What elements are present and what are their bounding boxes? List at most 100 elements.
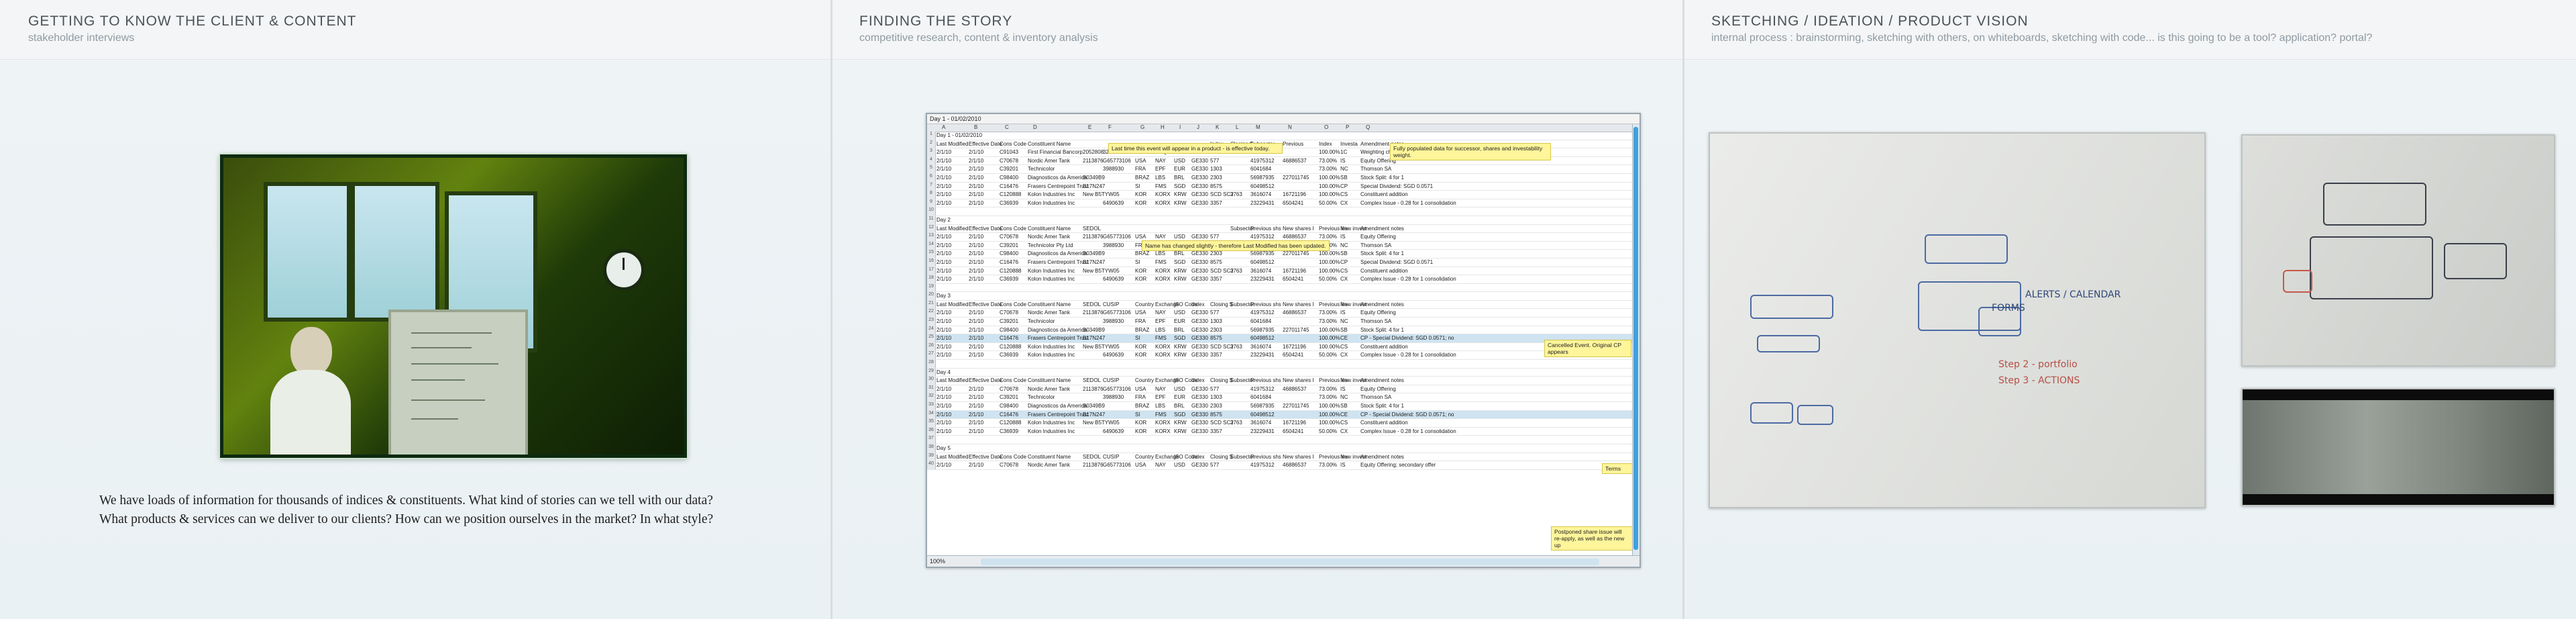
spreadsheet-row[interactable]: 27 2/1/10 2/1/10 C36939 Kolon Industries Inc… [927, 351, 1633, 361]
spreadsheet-cell[interactable]: Constituent addition [1360, 420, 1408, 426]
spreadsheet-cell[interactable]: SB [1340, 250, 1348, 257]
column-letter[interactable]: H [1161, 124, 1165, 130]
spreadsheet-cell[interactable]: BRL [1174, 403, 1185, 409]
spreadsheet-cell[interactable]: 73.00% [1319, 318, 1338, 325]
spreadsheet-cell[interactable]: 577 [1210, 157, 1220, 164]
spreadsheet-cell[interactable]: GE330 [1191, 326, 1208, 333]
spreadsheet-cell[interactable]: BRL [1174, 174, 1185, 181]
spreadsheet-cell[interactable]: GE330 [1191, 310, 1208, 316]
spreadsheet-cell[interactable]: 3357 [1210, 276, 1222, 283]
spreadsheet-cell[interactable]: G65773106 [1103, 310, 1131, 316]
spreadsheet-cell[interactable]: 2/1/10 [936, 242, 952, 248]
spreadsheet-cell[interactable]: Frasers Centrepoint Trust [1028, 335, 1089, 342]
spreadsheet-cell[interactable]: Kolon Industries Inc [1028, 343, 1075, 350]
spreadsheet-cell[interactable]: CP - Special Dividend: SGD 0.0571; no [1360, 335, 1454, 342]
spreadsheet-cell[interactable]: 2/1/10 [969, 149, 984, 156]
spreadsheet-cell[interactable]: Effective Date [969, 140, 1002, 147]
spreadsheet-cell[interactable]: Complex Issue - 0.28 for 1 consolidation [1360, 199, 1456, 206]
spreadsheet-cell[interactable]: C70678 [1000, 385, 1019, 392]
spreadsheet-cell[interactable]: Kolon Industries Inc [1028, 199, 1075, 206]
spreadsheet-cell[interactable]: GE330 [1191, 276, 1208, 283]
spreadsheet-cell[interactable]: 3763 [1230, 420, 1242, 426]
spreadsheet-cell[interactable]: 41975312 [1250, 234, 1275, 240]
spreadsheet-cell[interactable]: Previous inv [1319, 225, 1348, 232]
spreadsheet-row[interactable]: 31 2/1/10 2/1/10 C70678 Nordic Amer Tank 2113… [927, 385, 1633, 394]
spreadsheet-cell[interactable]: 2/1/10 [969, 420, 984, 426]
spreadsheet-cell[interactable]: Constituent Name [1028, 225, 1071, 232]
spreadsheet-row[interactable]: 35 2/1/10 2/1/10 C120888 Kolon Industries In… [927, 419, 1633, 428]
spreadsheet-cell[interactable]: Previous shs [1250, 377, 1281, 384]
spreadsheet-cell[interactable]: 2/1/10 [969, 199, 984, 206]
spreadsheet-cell[interactable]: CS [1340, 267, 1348, 274]
spreadsheet-row[interactable]: 22 2/1/10 2/1/10 C70678 Nordic Amer Tank 2113… [927, 309, 1633, 318]
spreadsheet-cell[interactable]: Last Modified [936, 140, 969, 147]
spreadsheet-cell[interactable]: B0349B9 [1083, 250, 1105, 257]
spreadsheet-cell[interactable]: 577 [1210, 385, 1220, 392]
spreadsheet-cell[interactable]: Technicolor [1028, 166, 1055, 173]
column-letter[interactable]: E [1088, 124, 1092, 130]
spreadsheet-cell[interactable]: 46886537 [1283, 234, 1307, 240]
spreadsheet-cell[interactable]: B0349B9 [1083, 174, 1105, 181]
spreadsheet-cell[interactable]: BRAZ [1135, 174, 1150, 181]
spreadsheet-cell[interactable]: C39201 [1000, 242, 1019, 248]
spreadsheet-cell[interactable]: SGD [1174, 183, 1186, 189]
horizontal-scrollbar[interactable] [981, 559, 1599, 565]
spreadsheet-row[interactable]: 8 2/1/10 2/1/10 C120888 Kolon Industries Inc… [927, 191, 1633, 199]
spreadsheet-cell[interactable]: GE330 [1191, 258, 1208, 265]
spreadsheet-cell[interactable]: Kolon Industries Inc [1028, 428, 1075, 434]
spreadsheet-cell[interactable]: 2/1/10 [936, 166, 952, 173]
spreadsheet-cell[interactable]: 73.00% [1319, 310, 1338, 316]
spreadsheet-cell[interactable]: Kolon Industries Inc [1028, 267, 1075, 274]
spreadsheet-cell[interactable]: KRW [1174, 267, 1187, 274]
spreadsheet-cell[interactable]: EPF [1155, 318, 1166, 325]
spreadsheet-cell[interactable]: C39201 [1000, 166, 1019, 173]
spreadsheet-cell[interactable]: Country [1135, 301, 1155, 307]
spreadsheet-cell[interactable]: 100.00% [1319, 267, 1340, 274]
spreadsheet-cell[interactable]: KRW [1174, 191, 1187, 198]
spreadsheet-cell[interactable]: 3357 [1210, 352, 1222, 359]
spreadsheet-cell[interactable]: Diagnosticos da America [1028, 403, 1087, 409]
spreadsheet-cell[interactable]: 2/1/10 [936, 250, 952, 257]
spreadsheet-cell[interactable]: EUR [1174, 394, 1185, 401]
spreadsheet-cell[interactable]: C70678 [1000, 234, 1019, 240]
spreadsheet-cell[interactable]: Thomson SA [1360, 394, 1392, 401]
spreadsheet-cell[interactable]: SB [1340, 403, 1348, 409]
spreadsheet-cell[interactable]: SB [1340, 174, 1348, 181]
spreadsheet-row[interactable]: 5 2/1/10 2/1/10 C39201 Technicolor 3988930 FRA… [927, 165, 1633, 174]
spreadsheet-cell[interactable]: GE330 [1191, 166, 1208, 173]
spreadsheet-cell[interactable]: 56987935 [1250, 174, 1275, 181]
spreadsheet-cell[interactable]: 3763 [1230, 191, 1242, 198]
spreadsheet-cell[interactable]: C36939 [1000, 428, 1019, 434]
spreadsheet-cell[interactable]: 2/1/10 [969, 166, 984, 173]
spreadsheet-cell[interactable]: 41975312 [1250, 157, 1275, 164]
spreadsheet-cell[interactable]: 2/1/10 [969, 310, 984, 316]
spreadsheet-cell[interactable]: GE330 [1191, 403, 1208, 409]
spreadsheet-cell[interactable]: 2/1/10 [936, 318, 952, 325]
spreadsheet-cell[interactable]: 2/1/10 [936, 183, 952, 189]
spreadsheet-cell[interactable]: 2/1/10 [969, 326, 984, 333]
spreadsheet-cell[interactable]: 1303 [1210, 166, 1222, 173]
spreadsheet-cell[interactable]: Kolon Industries Inc [1028, 420, 1075, 426]
spreadsheet-cell[interactable]: 73.00% [1319, 462, 1338, 469]
spreadsheet-cell[interactable]: CS [1340, 343, 1348, 350]
spreadsheet-cell[interactable]: C120888 [1000, 343, 1022, 350]
spreadsheet-row[interactable]: 30 Last Modified Effective Date Cons Code Co… [927, 377, 1633, 385]
spreadsheet-cell[interactable]: Thomson SA [1360, 318, 1392, 325]
spreadsheet-cell[interactable]: Constituent Name [1028, 377, 1071, 384]
spreadsheet-cell[interactable]: 2/1/10 [936, 310, 952, 316]
spreadsheet-cell[interactable]: Nordic Amer Tank [1028, 385, 1070, 392]
spreadsheet-cell[interactable]: Complex Issue - 0.28 for 1 consolidation [1360, 276, 1456, 283]
column-letter[interactable]: O [1324, 124, 1329, 130]
spreadsheet-cell[interactable]: 227011745 [1283, 403, 1309, 409]
spreadsheet-cell[interactable]: Effective Date [969, 225, 1002, 232]
column-letter[interactable]: F [1108, 124, 1112, 130]
spreadsheet-cell[interactable]: New invest [1340, 301, 1367, 307]
spreadsheet-cell[interactable]: Exchange [1155, 377, 1179, 384]
spreadsheet-cell[interactable]: Frasers Centrepoint Trust [1028, 258, 1089, 265]
spreadsheet-cell[interactable]: FRA [1135, 394, 1146, 401]
spreadsheet-cell[interactable]: GE330 [1191, 234, 1208, 240]
spreadsheet-cell[interactable]: SI [1135, 411, 1140, 418]
spreadsheet-cell[interactable]: LBS [1155, 326, 1166, 333]
spreadsheet-cell[interactable]: Last Modified [936, 453, 969, 460]
spreadsheet-cell[interactable]: 100.00% [1319, 250, 1340, 257]
